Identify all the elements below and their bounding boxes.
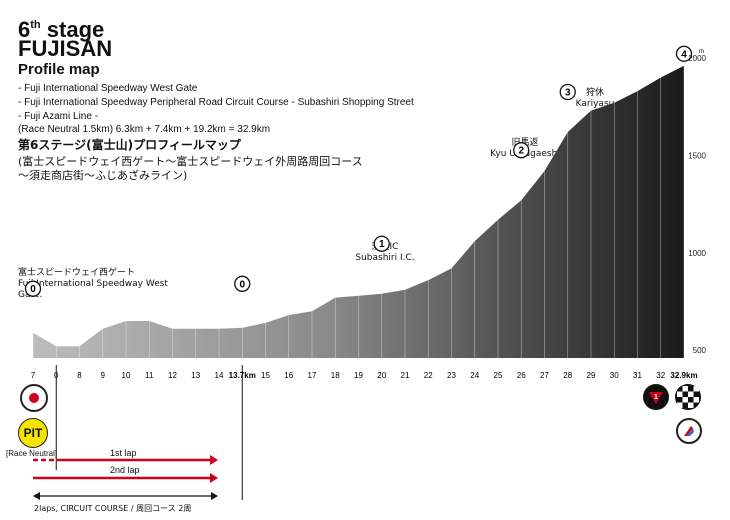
waypoint-marker — [675, 45, 693, 62]
jp-title: 第6ステージ(富士山)プロフィールマップ — [18, 138, 241, 152]
lap2-label: 2nd lap — [110, 465, 140, 475]
west-gate-jp: 富士スピードウェイ西ゲート — [18, 268, 136, 278]
route-line-1: - Fuji International Speedway West Gate — [18, 83, 198, 94]
waypoint-label-kariyasu: 狩休 Kariyasu — [560, 88, 630, 110]
x-tick-label: 0 — [54, 371, 59, 380]
x-tick-label: 8 — [77, 371, 82, 380]
svg-text:1: 1 — [654, 394, 658, 401]
distance-note: (Race Neutral 1.5km) 6.3km + 7.4km + 19.… — [18, 124, 271, 135]
altitude-tick-label: 1500 — [688, 151, 706, 160]
x-tick-label: 22 — [424, 371, 433, 380]
waypoint-marker — [513, 142, 530, 159]
jp-line-3: 〜須走商店街〜ふじあざみライン) — [18, 169, 188, 182]
waypoint-number: 0 — [30, 284, 36, 295]
x-tick-label: 10 — [122, 371, 131, 380]
stage-name: FUJISAN — [18, 36, 113, 61]
x-tick-label: 30 — [610, 371, 619, 380]
waypoint-marker — [234, 275, 251, 292]
stage-suffix: th — [30, 19, 41, 31]
kariyasu-jp: 狩休 — [585, 88, 604, 98]
x-tick-label: 27 — [540, 371, 549, 380]
waypoint-number: 1 — [379, 239, 385, 250]
x-tick-label: 24 — [470, 371, 479, 380]
x-tick-label: 26 — [517, 371, 526, 380]
japan-flag-icon — [20, 384, 48, 412]
x-tick-label: 11 — [145, 371, 154, 380]
pit-icon: PIT — [18, 418, 48, 448]
x-tick-label: 31 — [633, 371, 642, 380]
x-tick-label: 19 — [354, 371, 363, 380]
stage-heading: 6th stage — [18, 14, 104, 41]
x-tick-label: 23 — [447, 371, 456, 380]
waypoint-number: 0 — [239, 279, 245, 290]
waypoint-marker — [559, 83, 576, 101]
x-tick-label: 21 — [401, 371, 410, 380]
x-tick-label: 13 — [191, 371, 200, 380]
subashiri-en: Subashiri I.C. — [355, 253, 415, 263]
x-tick-label: 13.7km — [229, 371, 256, 380]
waypoint-marker — [24, 280, 42, 297]
x-tick-label: 16 — [284, 371, 293, 380]
altitude-tick-label: 1000 — [688, 249, 706, 258]
waypoint-number: 3 — [565, 88, 571, 99]
summit-finish-icon: 1 — [643, 384, 669, 410]
stage-number: 6 — [18, 17, 31, 42]
x-tick-label: 32 — [656, 371, 665, 380]
x-tick-label: 15 — [261, 371, 270, 380]
lap2-arrow-head — [210, 473, 218, 483]
x-tick-label: 20 — [377, 371, 386, 380]
course-span-left-head — [33, 492, 40, 500]
x-tick-label: 17 — [308, 371, 317, 380]
x-tick-label: 25 — [494, 371, 503, 380]
route-line-3: - Fuji Azami Line - — [18, 111, 99, 122]
profile-subtitle: Profile map — [18, 61, 100, 78]
x-tick-label: 12 — [168, 371, 177, 380]
checkered-flag-icon — [675, 384, 701, 410]
race-neutral-label: [Race Neutral] — [6, 449, 58, 458]
course-label: 2laps, CIRCUIT COURSE / 周回コース 2周 — [34, 504, 192, 513]
lap1-label: 1st lap — [110, 448, 137, 458]
lap1-arrow-head — [210, 455, 218, 465]
x-tick-label: 29 — [587, 371, 596, 380]
x-tick-label: 9 — [101, 371, 106, 380]
x-tick-label: 7 — [31, 371, 36, 380]
lap-diagram — [33, 455, 218, 500]
pit-label: PIT — [23, 426, 43, 440]
altitude-tick-label: 2000 — [688, 54, 706, 63]
route-line-2: - Fuji International Speedway Peripheral… — [18, 97, 414, 108]
altitude-tick-label: 500 — [693, 346, 707, 355]
waypoint-number: 4 — [681, 49, 687, 60]
x-tick-label: 18 — [331, 371, 340, 380]
waypoint-number: 2 — [518, 146, 524, 157]
kariyasu-en: Kariyasu — [575, 99, 615, 109]
mountain-prize-icon — [676, 418, 702, 444]
jp-line-2: (富士スピードウェイ西ゲート〜富士スピードウェイ外周路周回コース — [18, 155, 363, 168]
x-tick-label: 28 — [563, 371, 572, 380]
waypoint-marker — [373, 235, 390, 252]
x-tick-label: 14 — [215, 371, 224, 380]
altitude-unit: m — [699, 49, 704, 55]
course-span-right-head — [211, 492, 218, 500]
x-tick-label: 32.9km — [670, 371, 697, 380]
stage-word: stage — [46, 17, 105, 42]
